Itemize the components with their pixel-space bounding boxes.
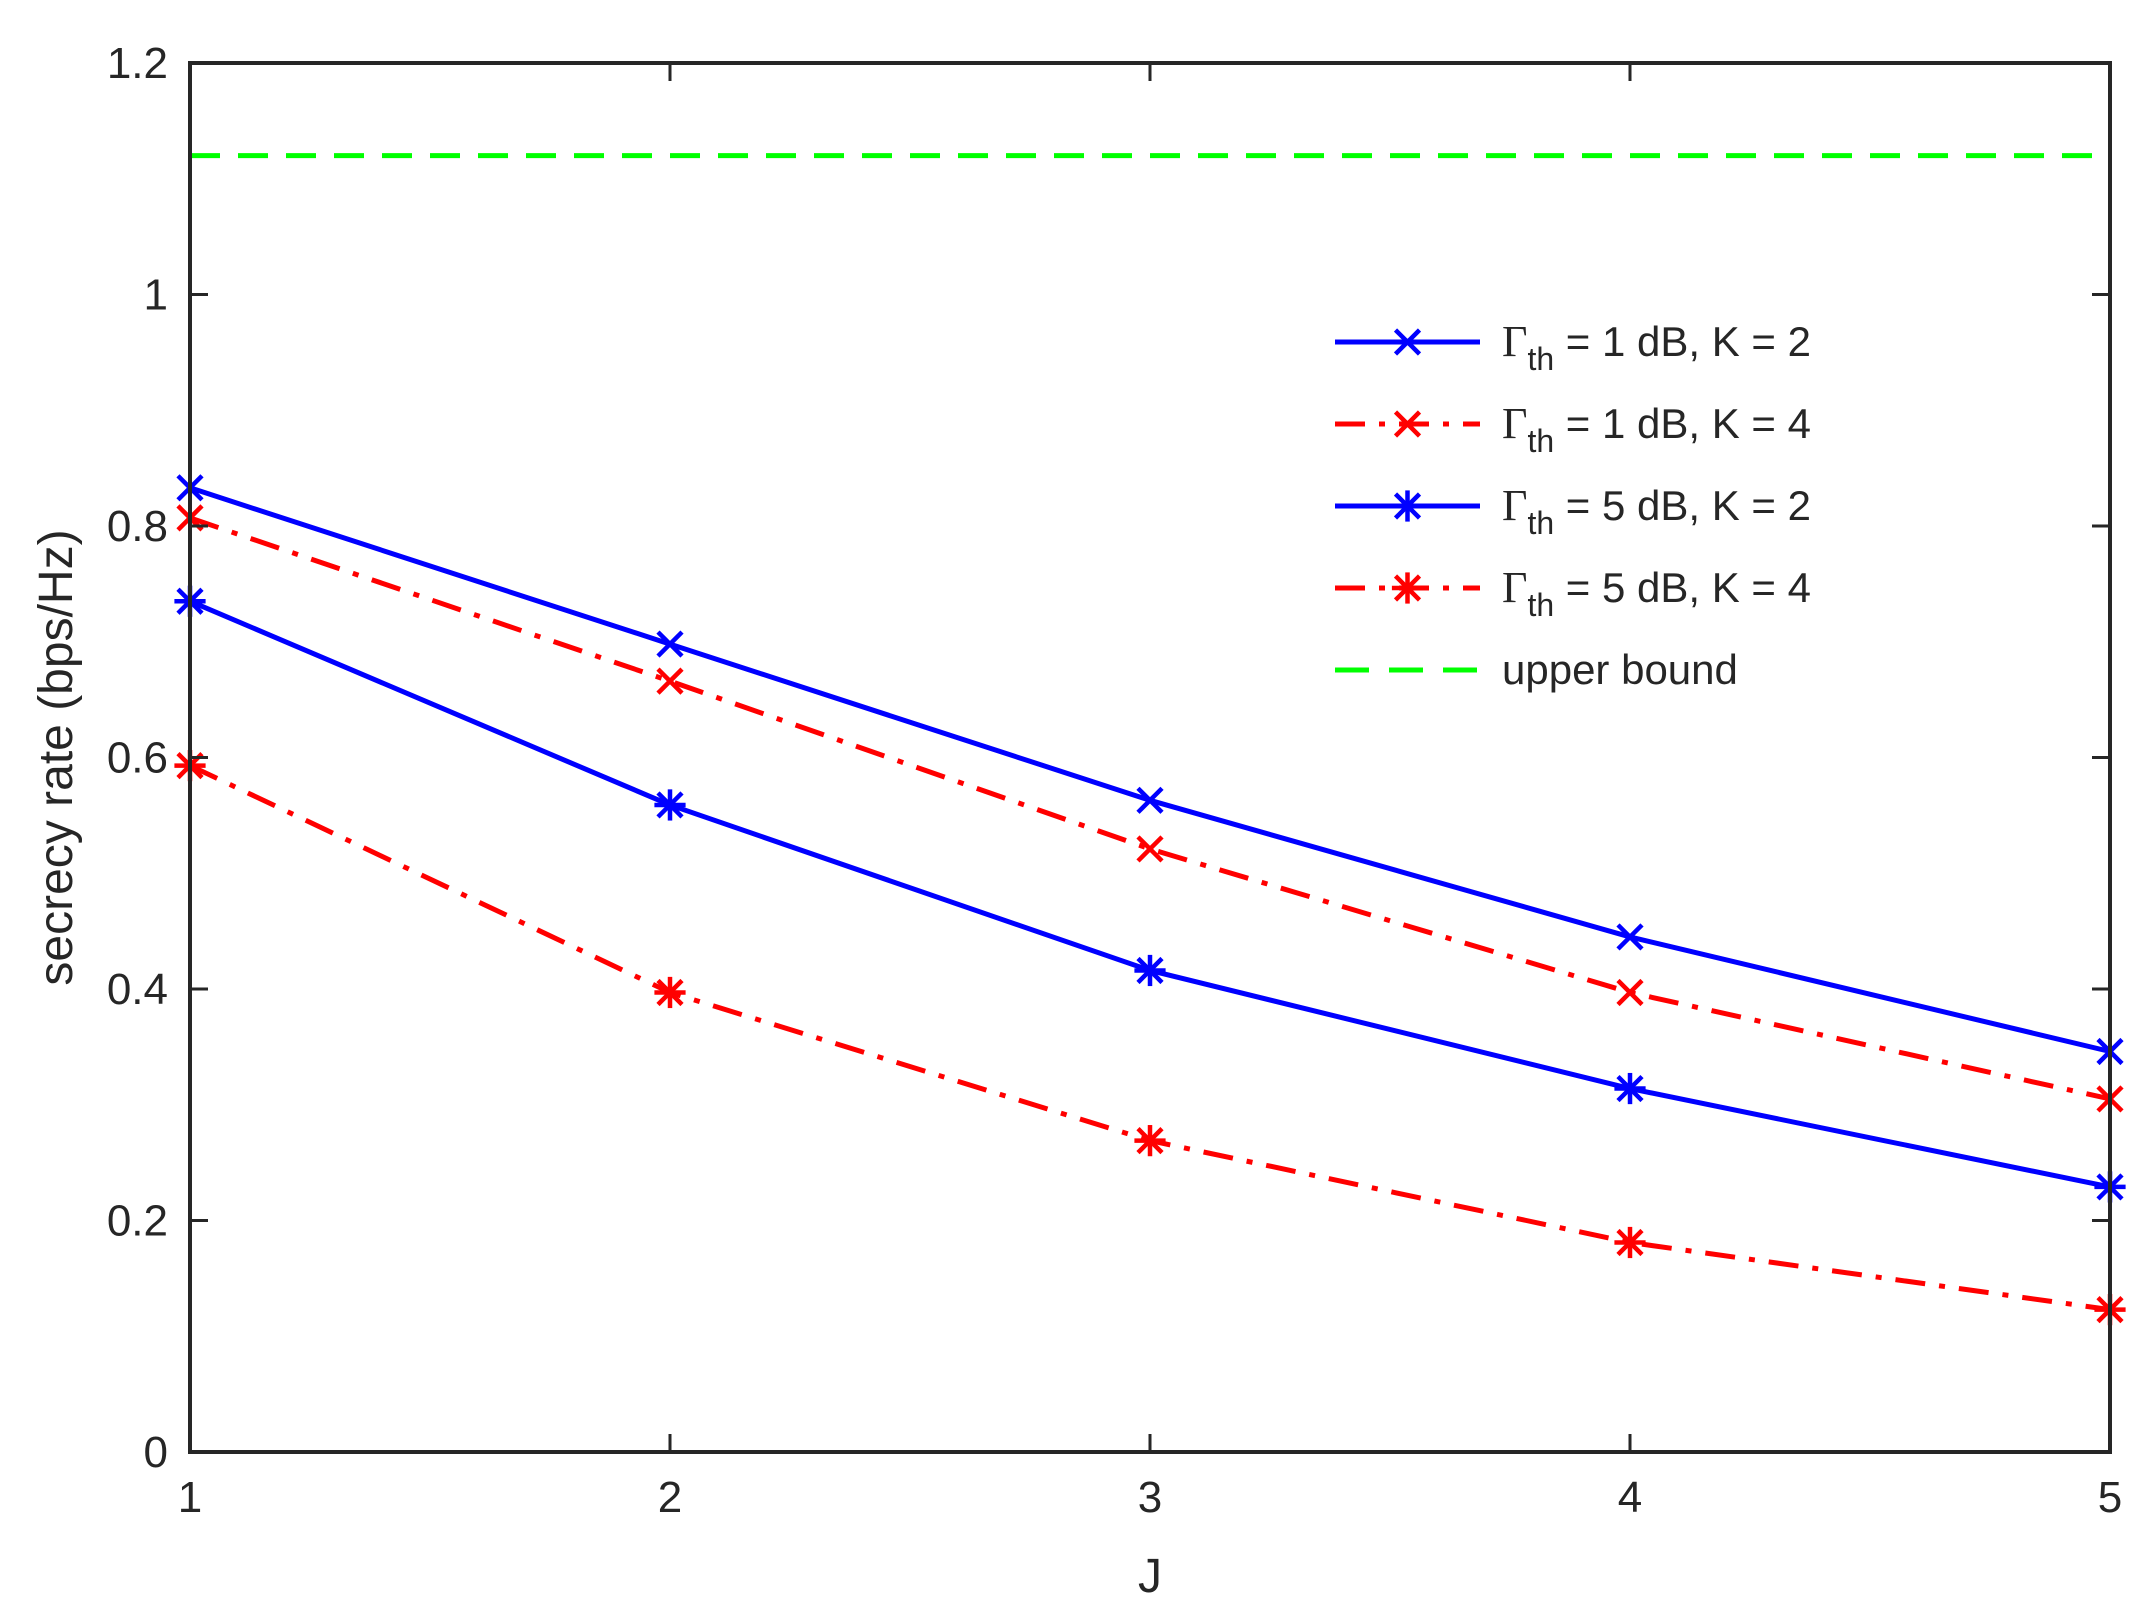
data-point (1134, 1125, 1166, 1157)
legend-text: upper bound (1502, 646, 1738, 693)
data-point (1614, 1226, 1646, 1259)
legend-marker (1393, 410, 1422, 438)
legend-item-3: Γth = 5 dB, K = 2 (1335, 481, 1811, 541)
x-tick-label: 3 (1138, 1473, 1162, 1522)
data-point (1134, 954, 1166, 987)
legend-text: = 5 dB, K = 4 (1554, 564, 1811, 611)
legend-label: Γth = 5 dB, K = 2 (1502, 481, 1811, 541)
y-tick-label: 0.2 (107, 1197, 168, 1246)
data-point (654, 789, 686, 821)
legend-label: upper bound (1502, 646, 1738, 693)
legend-label: Γth = 1 dB, K = 4 (1502, 399, 1811, 459)
legend-symbol: Γ (1502, 481, 1527, 530)
legend-subscript: th (1527, 587, 1554, 623)
data-point (656, 630, 684, 658)
legend-symbol: Γ (1502, 563, 1527, 612)
y-tick-label: 0 (144, 1428, 168, 1477)
legend-subscript: th (1527, 505, 1554, 541)
data-point (1614, 1072, 1646, 1105)
y-tick-label: 0.6 (107, 734, 168, 783)
y-tick-label: 0.8 (107, 502, 168, 551)
legend-label: Γth = 1 dB, K = 2 (1502, 317, 1811, 377)
legend-marker (1393, 328, 1422, 356)
legend-text: = 1 dB, K = 2 (1554, 318, 1811, 365)
legend-symbol: Γ (1502, 317, 1527, 366)
data-point (656, 667, 684, 695)
data-point (654, 976, 686, 1009)
legend-label: Γth = 5 dB, K = 4 (1502, 563, 1811, 623)
x-tick-label: 4 (1618, 1473, 1642, 1522)
data-point (1136, 835, 1164, 863)
y-tick-label: 1 (144, 271, 168, 320)
data-point (1616, 923, 1644, 951)
legend-item-4: Γth = 5 dB, K = 4 (1335, 563, 1811, 623)
y-tick-label: 0.4 (107, 965, 168, 1014)
y-tick-label: 1.2 (107, 39, 168, 88)
legend-subscript: th (1527, 423, 1554, 459)
series-line (189, 515, 2111, 1102)
legend-symbol: Γ (1502, 399, 1527, 448)
legend-item-5: upper bound (1335, 646, 1738, 693)
x-axis-label: J (1138, 1550, 1162, 1603)
data-point (1616, 978, 1644, 1007)
legend-text: = 1 dB, K = 4 (1554, 400, 1811, 447)
x-tick-label: 1 (178, 1473, 202, 1522)
y-axis-label: secrecy rate (bps/Hz) (30, 529, 83, 985)
x-tick-label: 2 (658, 1473, 682, 1522)
legend-marker (1391, 572, 1424, 604)
x-tick-label: 5 (2098, 1473, 2122, 1522)
data-point (1136, 786, 1164, 814)
legend-marker (1391, 490, 1424, 522)
legend-item-2: Γth = 1 dB, K = 4 (1335, 399, 1811, 459)
legend-subscript: th (1527, 341, 1554, 377)
series-1 (176, 474, 2124, 1066)
legend-text: = 5 dB, K = 2 (1554, 482, 1811, 529)
series-3 (174, 585, 2126, 1203)
legend-item-1: Γth = 1 dB, K = 2 (1335, 317, 1811, 377)
